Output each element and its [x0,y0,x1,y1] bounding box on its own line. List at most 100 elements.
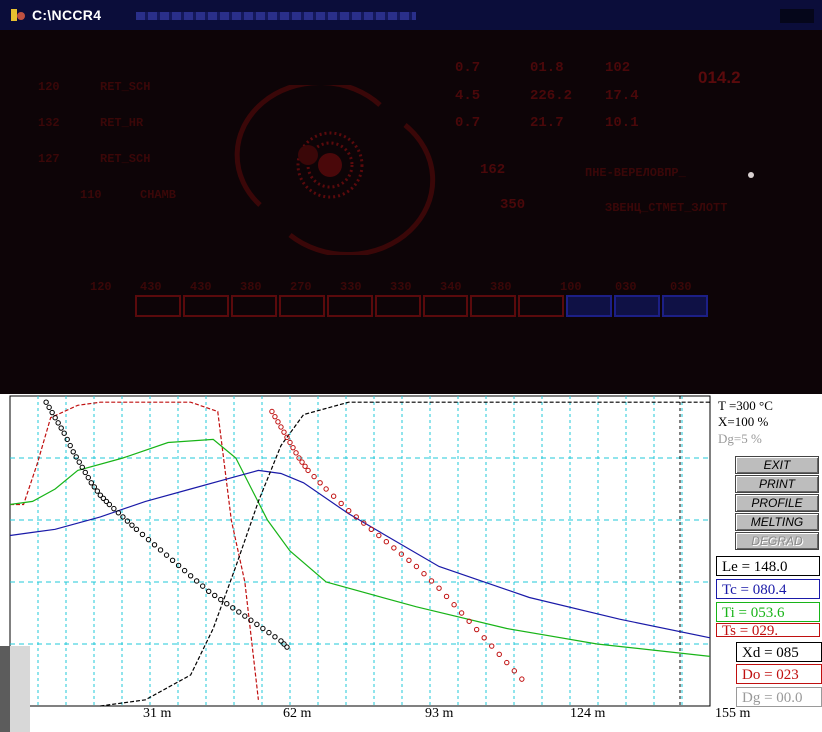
scale-label: 430 [190,280,212,294]
data-point-do [451,602,457,608]
data-point-do [496,651,502,658]
series-layer [9,399,711,707]
data-point-xd [230,605,236,611]
data-point-do [284,434,290,441]
grid-r2-c1: 4.5 [455,88,481,104]
data-point-xd [124,518,131,524]
data-point-do [317,480,323,486]
data-point-do [323,486,329,492]
scale-label: 380 [240,280,262,294]
profile-button[interactable]: PROFILE [735,494,819,512]
data-point-xd [115,510,122,516]
segment [182,295,229,317]
x-tick-label: 62 m [283,706,312,721]
data-point-do [296,455,302,461]
grid-r3-c3: 10.1 [605,115,639,131]
series-line-ts [10,401,259,700]
data-point-xd [58,425,64,431]
degrad-button[interactable]: DEGRAD [735,532,819,550]
data-point-xd [254,621,260,628]
print-button[interactable]: PRINT [735,475,819,493]
data-point-xd [82,469,88,476]
window-control-box[interactable] [780,9,814,23]
data-point-do [278,424,284,430]
segment [278,295,325,317]
series-line-tc [9,469,711,639]
data-point-xd [236,609,242,615]
scale-label: 330 [390,280,412,294]
title-bar-text-strip [136,12,416,20]
dg-readout: Dg = 00.0 [736,687,822,707]
data-point-xd [212,592,218,599]
segment [422,295,469,317]
row-4-label: CHAMB [140,188,177,202]
grid-r3-c2: 21.7 [530,115,564,131]
x-tick-label: 31 m [143,706,172,721]
data-point-xd [242,613,248,619]
reactor-graphic [234,85,436,255]
data-point-xd [49,409,55,416]
data-point-xd [133,526,140,533]
data-point-xd [76,459,82,465]
data-point-xd [61,430,67,436]
data-point-xd [55,420,61,426]
series-do [269,408,525,682]
data-point-do [473,626,480,633]
data-point-xd [67,442,73,449]
xd-readout: Xd = 085 [736,642,822,662]
data-point-xd [206,588,212,595]
data-point-xd [284,644,290,650]
data-point-xd [260,625,266,632]
tc-readout: Tc = 080.4 [716,579,820,599]
data-point-xd [272,634,278,640]
grid-lines [10,396,710,706]
data-point-xd [193,578,200,584]
data-point-xd [281,641,287,647]
segment-bar [135,295,710,317]
data-point-do [299,459,305,465]
data-point-xd [91,484,98,490]
melting-button[interactable]: MELTING [735,513,819,531]
data-point-do [269,408,275,415]
scale-label: 380 [490,280,512,294]
data-point-do [287,439,293,446]
data-point-do [290,444,296,451]
data-point-do [330,493,337,499]
profile-chart-panel: T =300 °C X=100 % Dg=5 % EXIT PRINT PROF… [0,394,822,732]
data-point-xd [88,480,94,486]
data-point-do [511,668,518,674]
series-line-le [100,401,710,707]
mid-label-2: ЗВЕНЦ_СТМЕТ_ЗЛОТТ [605,201,728,215]
segment-active [566,295,613,317]
exit-button[interactable]: EXIT [735,456,819,474]
data-point-xd [181,567,188,574]
data-point-xd [64,436,70,443]
data-point-do [361,520,367,526]
data-point-do [428,578,435,584]
data-point-do [458,610,465,616]
segment-active [662,295,709,317]
data-point-xd [278,638,284,644]
series-line-ti [9,438,711,657]
data-point-do [275,419,281,425]
segment-active [614,295,661,317]
data-point-xd [94,488,101,494]
segment [230,295,277,317]
segment [135,295,181,317]
data-point-do [305,467,311,474]
scale-label: 340 [440,280,462,294]
window-title: C:\NCCR4 [32,7,102,23]
data-point-xd [187,573,194,579]
window-frame-left [0,646,10,732]
mid-value-1: 162 [480,162,506,178]
grid-r2-c2: 226.2 [530,88,573,104]
data-point-do [443,593,450,600]
data-point-do [391,545,397,551]
data-point-do [281,429,287,435]
data-point-xd [120,514,126,520]
row-1-label: RET_SCH [100,80,151,94]
data-point-do [338,500,344,507]
segment [470,295,517,317]
data-point-do [311,473,317,480]
row-3-label: RET_SCH [100,152,151,166]
